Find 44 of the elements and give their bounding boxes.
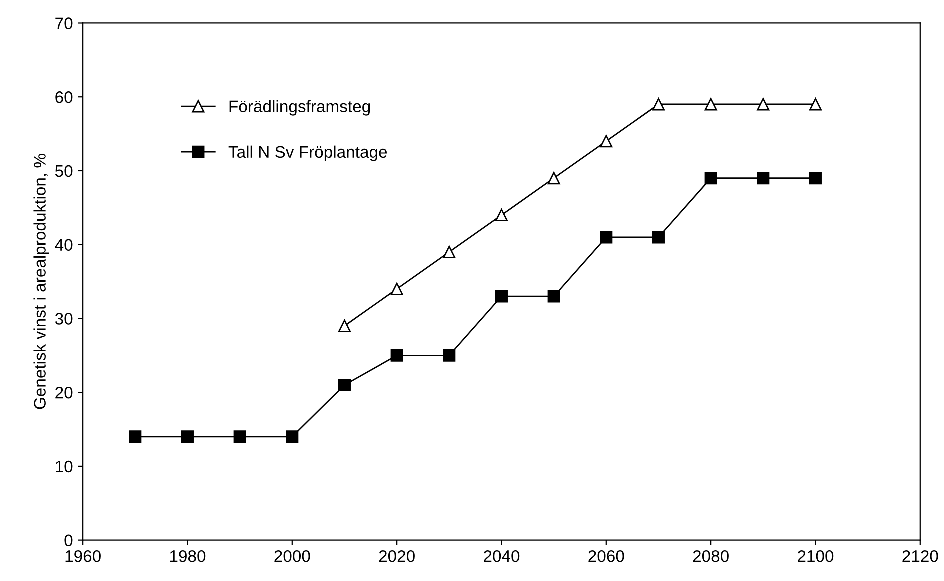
point bbox=[390, 349, 404, 362]
x-tick-label: 2040 bbox=[484, 550, 520, 562]
y-tick-label: 50 bbox=[55, 165, 73, 178]
point bbox=[652, 231, 665, 244]
point bbox=[338, 320, 351, 332]
y-tick-label: 40 bbox=[55, 239, 73, 252]
y-tick-label: 20 bbox=[56, 386, 73, 399]
point bbox=[704, 98, 718, 111]
x-tick-label: 1960 bbox=[66, 550, 101, 562]
point bbox=[600, 231, 613, 244]
point bbox=[809, 172, 822, 185]
point bbox=[495, 209, 508, 222]
point bbox=[600, 135, 613, 148]
legend-label: Tall N Sv Fröplantage bbox=[228, 146, 388, 162]
x-tick-label: 2020 bbox=[379, 550, 415, 562]
x-tick-label: 2000 bbox=[274, 550, 310, 562]
x-tick-label: 2120 bbox=[902, 550, 938, 562]
legend-label: Förädlingsframsteg bbox=[230, 100, 370, 116]
point bbox=[443, 349, 456, 362]
point bbox=[129, 430, 142, 444]
point bbox=[338, 378, 351, 392]
y-axis-title: Genetisk vinst i arealproduktion, % bbox=[34, 154, 50, 410]
point bbox=[809, 98, 822, 111]
x-tick-label: 2080 bbox=[693, 550, 729, 562]
point bbox=[548, 290, 560, 303]
point bbox=[757, 98, 770, 111]
y-tick-label: 60 bbox=[56, 92, 73, 104]
y-tick-label: 10 bbox=[56, 460, 73, 473]
point bbox=[181, 430, 194, 444]
y-tick-label: 70 bbox=[56, 18, 73, 30]
point bbox=[390, 282, 404, 296]
y-tick-label: 0 bbox=[64, 534, 73, 547]
x-tick-label: 2060 bbox=[588, 550, 624, 562]
y-tick-label: 30 bbox=[55, 313, 73, 325]
point bbox=[548, 172, 560, 185]
point bbox=[652, 98, 665, 111]
point bbox=[234, 430, 246, 444]
point bbox=[443, 246, 456, 258]
point bbox=[704, 172, 718, 185]
x-tick-label: 2100 bbox=[798, 550, 834, 562]
x-tick-label: 1980 bbox=[170, 550, 206, 562]
point bbox=[286, 430, 299, 444]
point bbox=[757, 172, 770, 185]
point bbox=[495, 290, 508, 303]
